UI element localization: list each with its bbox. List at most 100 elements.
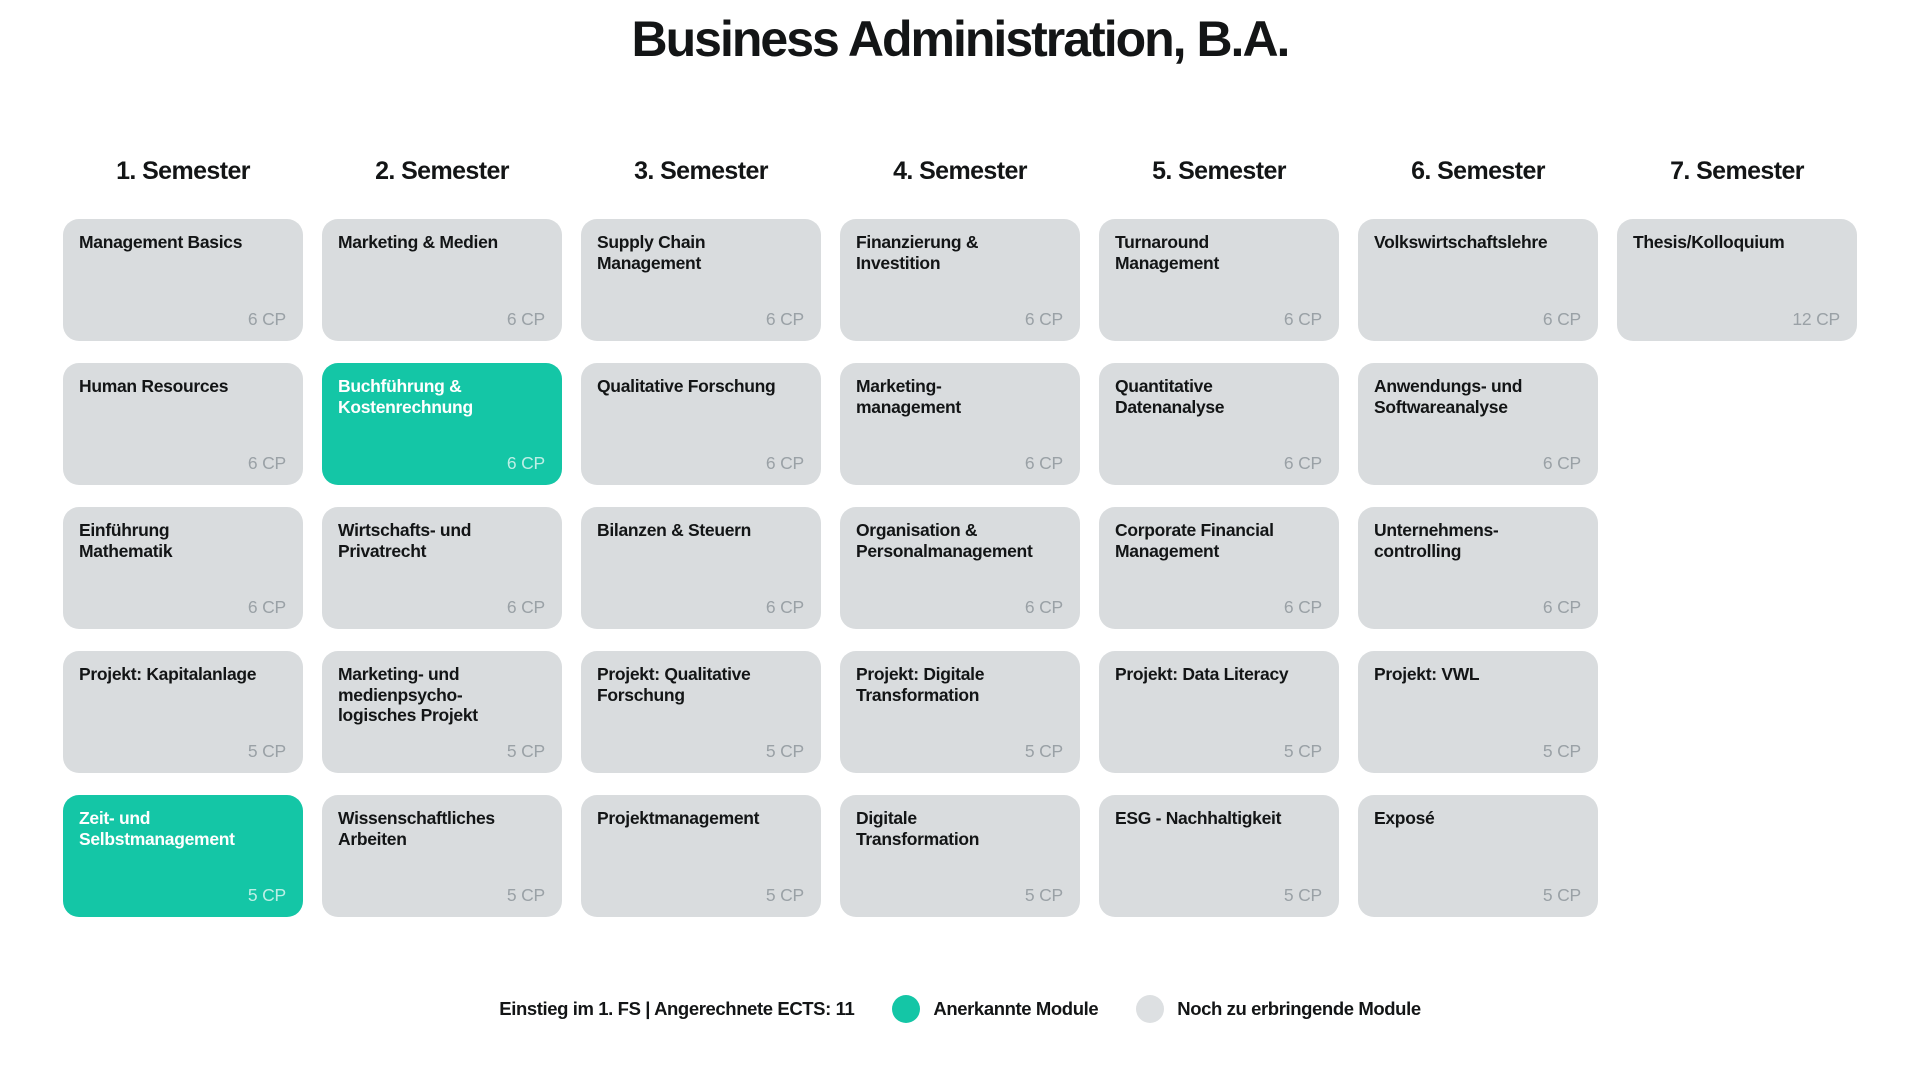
module-card[interactable]: Einführung Mathematik 6 CP xyxy=(63,507,303,629)
module-name: Supply Chain Management xyxy=(597,232,706,273)
module-credits: 12 CP xyxy=(1792,309,1840,329)
module-name: Projekt: Kapitalanlage xyxy=(79,664,257,684)
module-credits: 6 CP xyxy=(506,309,545,329)
module-credits: 5 CP xyxy=(1542,741,1581,761)
module-card[interactable]: Thesis/Kolloquium 12 CP xyxy=(1617,219,1857,341)
module-card[interactable]: Projekt: Data Literacy 5 CP xyxy=(1099,651,1339,773)
module-card[interactable]: Qualitative Forschung 6 CP xyxy=(581,363,821,485)
module-credits: 6 CP xyxy=(247,597,286,617)
module-name: Unternehmens- controlling xyxy=(1374,520,1499,561)
module-name: Thesis/Kolloquium xyxy=(1633,232,1785,252)
legend-recognized-label: Anerkannte Module xyxy=(933,998,1099,1019)
module-card-recognized[interactable]: Zeit- und Selbstmanagement 5 CP xyxy=(63,795,303,917)
module-card[interactable]: Anwendungs- und Softwareanalyse 6 CP xyxy=(1358,363,1598,485)
module-card[interactable]: Marketing & Medien 6 CP xyxy=(322,219,562,341)
module-credits: 5 CP xyxy=(247,741,286,761)
module-name: Exposé xyxy=(1374,808,1435,828)
legend-pending-label: Noch zu erbringende Module xyxy=(1177,998,1421,1019)
module-credits: 6 CP xyxy=(765,309,804,329)
module-credits: 5 CP xyxy=(1283,885,1322,905)
pending-module-dot-icon xyxy=(1136,995,1165,1023)
module-card[interactable]: Digitale Transformation 5 CP xyxy=(840,795,1080,917)
semester-header: 4. Semester xyxy=(893,157,1027,185)
module-name: Finanzierung & Investition xyxy=(856,232,979,273)
module-name: Projektmanagement xyxy=(597,808,760,828)
module-name: Anwendungs- und Softwareanalyse xyxy=(1374,376,1523,417)
module-credits: 6 CP xyxy=(247,453,286,473)
semester-column-2: 2. Semester Marketing & Medien 6 CP Buch… xyxy=(322,156,562,917)
module-card[interactable]: Projekt: VWL 5 CP xyxy=(1358,651,1598,773)
semester-header: 7. Semester xyxy=(1670,157,1804,185)
semester-column-1: 1. Semester Management Basics 6 CP Human… xyxy=(63,156,303,917)
module-name: Qualitative Forschung xyxy=(597,376,776,396)
module-credits: 6 CP xyxy=(1542,309,1581,329)
module-name: Wissenschaftliches Arbeiten xyxy=(338,808,495,849)
module-card[interactable]: Projekt: Digitale Transformation 5 CP xyxy=(840,651,1080,773)
module-card[interactable]: Volkswirtschaftslehre 6 CP xyxy=(1358,219,1598,341)
module-name: Projekt: VWL xyxy=(1374,664,1480,684)
module-credits: 5 CP xyxy=(1542,885,1581,905)
semester-column-5: 5. Semester Turnaround Management 6 CP Q… xyxy=(1099,156,1339,917)
module-card[interactable]: Corporate Financial Management 6 CP xyxy=(1099,507,1339,629)
semester-column-7: 7. Semester Thesis/Kolloquium 12 CP xyxy=(1617,156,1857,917)
module-card[interactable]: Projekt: Qualitative Forschung 5 CP xyxy=(581,651,821,773)
module-card[interactable]: ESG - Nachhaltigkeit 5 CP xyxy=(1099,795,1339,917)
module-credits: 6 CP xyxy=(1283,309,1322,329)
recognized-module-dot-icon xyxy=(892,995,921,1023)
module-card[interactable]: Marketing- management 6 CP xyxy=(840,363,1080,485)
module-credits: 6 CP xyxy=(765,597,804,617)
semester-column-3: 3. Semester Supply Chain Management 6 CP… xyxy=(581,156,821,917)
module-card[interactable]: Exposé 5 CP xyxy=(1358,795,1598,917)
module-name: Wirtschafts- und Privatrecht xyxy=(338,520,472,561)
module-credits: 6 CP xyxy=(765,453,804,473)
module-credits: 6 CP xyxy=(1542,597,1581,617)
legend: Einstieg im 1. FS | Angerechnete ECTS: 1… xyxy=(0,995,1920,1023)
module-credits: 6 CP xyxy=(506,453,545,473)
module-name: Marketing & Medien xyxy=(338,232,498,252)
module-name: Quantitative Datenanalyse xyxy=(1115,376,1225,417)
module-name: Volkswirtschaftslehre xyxy=(1374,232,1548,252)
module-card[interactable]: Unternehmens- controlling 6 CP xyxy=(1358,507,1598,629)
module-card[interactable]: Wissenschaftliches Arbeiten 5 CP xyxy=(322,795,562,917)
module-credits: 6 CP xyxy=(1542,453,1581,473)
module-name: Digitale Transformation xyxy=(856,808,980,849)
module-card[interactable]: Quantitative Datenanalyse 6 CP xyxy=(1099,363,1339,485)
module-name: Management Basics xyxy=(79,232,243,252)
module-credits: 5 CP xyxy=(1024,741,1063,761)
module-name: Projekt: Data Literacy xyxy=(1115,664,1289,684)
module-name: Projekt: Digitale Transformation xyxy=(856,664,985,705)
module-name: Einführung Mathematik xyxy=(79,520,173,561)
semester-header: 3. Semester xyxy=(634,157,768,185)
module-credits: 6 CP xyxy=(1283,453,1322,473)
module-card[interactable]: Turnaround Management 6 CP xyxy=(1099,219,1339,341)
semester-column-6: 6. Semester Volkswirtschaftslehre 6 CP A… xyxy=(1358,156,1598,917)
legend-item-recognized: Anerkannte Module xyxy=(892,995,1099,1023)
module-credits: 6 CP xyxy=(1024,309,1063,329)
module-credits: 5 CP xyxy=(247,885,286,905)
module-card[interactable]: Human Resources 6 CP xyxy=(63,363,303,485)
legend-entry-note: Einstieg im 1. FS | Angerechnete ECTS: 1… xyxy=(499,998,855,1019)
module-card[interactable]: Management Basics 6 CP xyxy=(63,219,303,341)
module-card[interactable]: Projekt: Kapitalanlage 5 CP xyxy=(63,651,303,773)
module-card-recognized[interactable]: Buchführung & Kostenrechnung 6 CP xyxy=(322,363,562,485)
module-card[interactable]: Organisation & Personalmanagement 6 CP xyxy=(840,507,1080,629)
module-name: Human Resources xyxy=(79,376,229,396)
semester-header: 1. Semester xyxy=(116,157,250,185)
module-card[interactable]: Supply Chain Management 6 CP xyxy=(581,219,821,341)
module-credits: 5 CP xyxy=(506,885,545,905)
module-name: Marketing- und medienpsycho- logisches P… xyxy=(338,664,478,726)
module-card[interactable]: Projektmanagement 5 CP xyxy=(581,795,821,917)
module-card[interactable]: Marketing- und medienpsycho- logisches P… xyxy=(322,651,562,773)
module-card[interactable]: Wirtschafts- und Privatrecht 6 CP xyxy=(322,507,562,629)
module-name: Bilanzen & Steuern xyxy=(597,520,752,540)
module-credits: 6 CP xyxy=(1024,453,1063,473)
module-credits: 6 CP xyxy=(506,597,545,617)
module-name: Corporate Financial Management xyxy=(1115,520,1274,561)
module-name: Turnaround Management xyxy=(1115,232,1219,273)
module-card[interactable]: Bilanzen & Steuern 6 CP xyxy=(581,507,821,629)
module-name: Organisation & Personalmanagement xyxy=(856,520,1033,561)
semester-column-4: 4. Semester Finanzierung & Investition 6… xyxy=(840,156,1080,917)
module-card[interactable]: Finanzierung & Investition 6 CP xyxy=(840,219,1080,341)
semester-header: 6. Semester xyxy=(1411,157,1545,185)
